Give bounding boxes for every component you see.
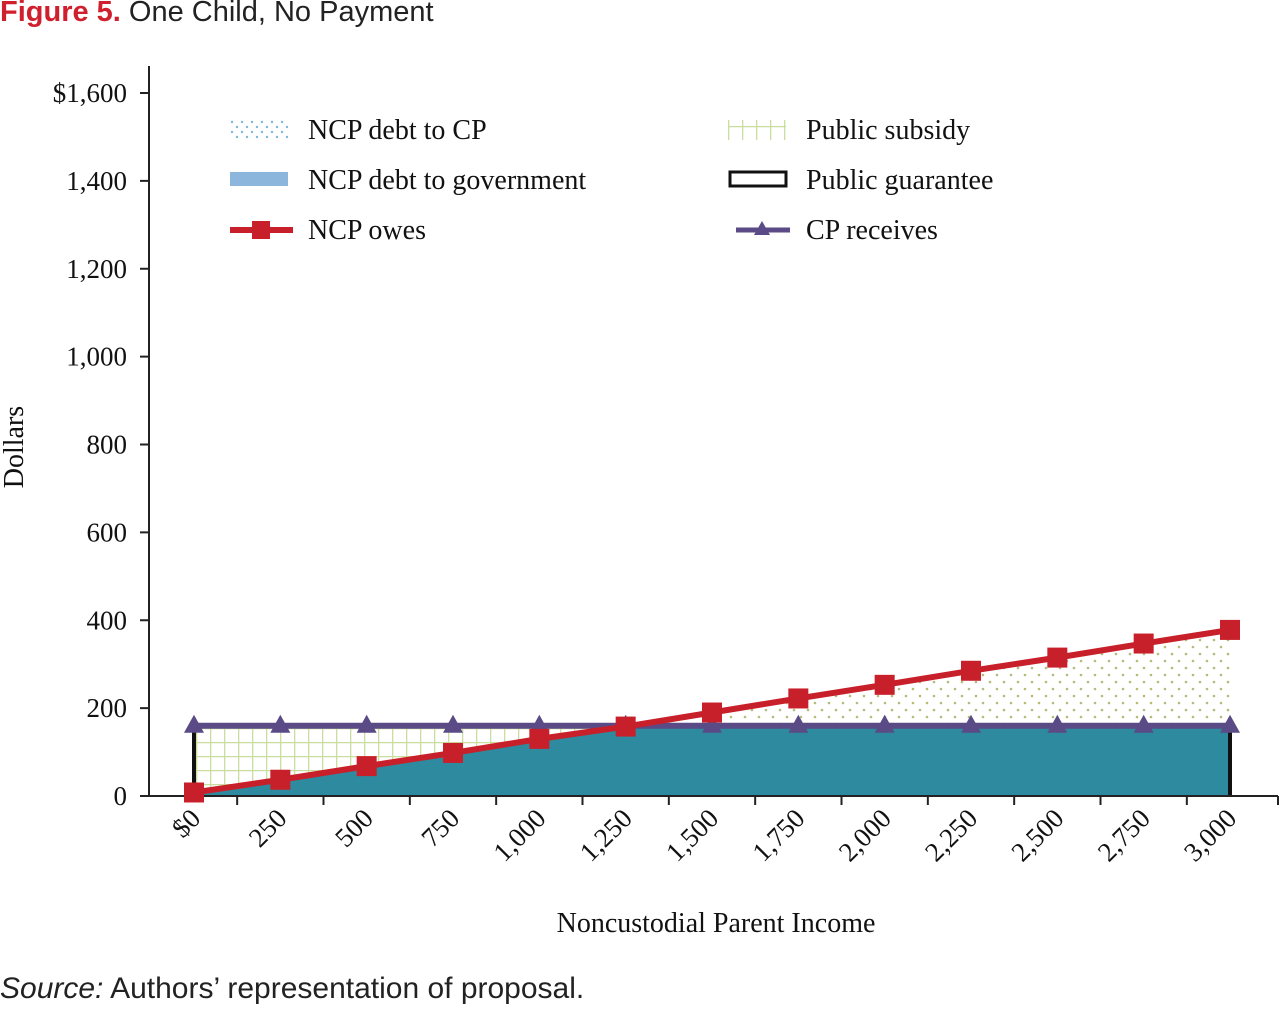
chart-series: [184, 619, 1240, 803]
legend-swatch-grid: [728, 120, 786, 140]
ncp-owes-point: [1133, 633, 1154, 654]
cp-receives-point: [961, 714, 981, 733]
legend-label: NCP owes: [308, 215, 426, 246]
cp-receives-point: [1047, 714, 1068, 733]
cp-receives-point: [702, 714, 722, 733]
x-tick-label: 1,250: [574, 803, 638, 867]
ncp-owes-point: [1220, 619, 1240, 640]
x-tick-label: 2,500: [1005, 803, 1069, 867]
legend-swatch-fill: [230, 172, 288, 186]
x-tick-label: 1,000: [487, 803, 551, 867]
ncp-debt-to-government-area: [194, 725, 1230, 796]
ncp-owes-point: [874, 674, 895, 695]
cp-receives-point: [443, 714, 463, 733]
ncp-owes-point: [1047, 647, 1068, 668]
x-tick-label: 2,250: [919, 803, 983, 867]
cp-receives-point: [529, 714, 550, 733]
y-tick-label: 400: [87, 605, 128, 635]
ncp-owes-point: [184, 782, 204, 803]
legend-swatch-box: [728, 170, 788, 188]
figure-number: Figure 5.: [0, 0, 121, 28]
ncp-owes-point: [356, 756, 377, 777]
legend-entry: Public guarantee: [728, 165, 993, 196]
ncp-owes-point: [529, 728, 550, 749]
legend-entry: NCP debt to CP: [230, 115, 487, 146]
source-text: Authors’ representation of proposal.: [103, 972, 585, 1005]
x-tick-label: 1,500: [660, 803, 724, 867]
x-tick-label: 500: [329, 803, 379, 853]
x-axis-title: Noncustodial Parent Income: [557, 908, 876, 939]
legend-label: Public guarantee: [806, 165, 993, 196]
x-tick-label: 2,750: [1092, 803, 1156, 867]
legend-entry: Public subsidy: [728, 115, 970, 146]
legend-label: NCP debt to CP: [308, 115, 487, 146]
y-tick-label: 600: [87, 517, 128, 547]
source-note: Source: Authors’ representation of propo…: [0, 972, 584, 1006]
ncp-owes-point: [443, 742, 463, 763]
x-tick-label: $0: [166, 803, 206, 843]
x-tick-label: 750: [415, 803, 465, 853]
cp-receives-point: [184, 714, 204, 733]
ncp-owes-point: [788, 688, 809, 709]
legend-entry: NCP debt to government: [230, 165, 586, 196]
y-tick-label: $1,600: [53, 78, 127, 108]
figure-title-text: One Child, No Payment: [128, 0, 434, 28]
legend-label: Public subsidy: [806, 115, 970, 146]
y-tick-label: 200: [87, 693, 128, 723]
legend-swatch-marker: [252, 221, 270, 239]
y-tick-label: 800: [87, 430, 128, 460]
x-tick-label: 1,750: [746, 803, 810, 867]
figure-title: Figure 5. One Child, No Payment: [0, 0, 434, 29]
legend-swatch-marker: [754, 221, 770, 235]
x-tick-label: 2,000: [833, 803, 897, 867]
legend-entry: NCP owes: [230, 215, 426, 246]
chart-legend: NCP debt to CP Public subsidy NCP debt to …: [230, 115, 993, 246]
cp-receives-point: [788, 714, 809, 733]
ncp-owes-point: [615, 716, 636, 737]
y-tick-label: 1,400: [66, 166, 127, 196]
legend-label: NCP debt to government: [308, 165, 586, 196]
cp-receives-point: [874, 714, 895, 733]
y-axis-title: Dollars: [0, 406, 30, 488]
y-tick-label: 1,200: [66, 254, 127, 284]
cp-receives-point: [356, 714, 377, 733]
ncp-owes-point: [270, 769, 291, 790]
x-tick-label: 3,000: [1178, 803, 1242, 867]
cp-receives-point: [270, 714, 291, 733]
y-tick-label: 0: [114, 781, 128, 811]
source-label: Source:: [0, 972, 104, 1005]
x-tick-label: 250: [243, 803, 293, 853]
cp-receives-point: [1133, 714, 1154, 733]
legend-label: CP receives: [806, 215, 938, 246]
y-tick-label: 1,000: [66, 342, 127, 372]
ncp-owes-point: [702, 702, 722, 723]
cp-receives-point: [1220, 714, 1240, 733]
legend-entry: CP receives: [736, 215, 938, 246]
ncp-owes-point: [961, 660, 981, 681]
legend-swatch-dots: [230, 120, 288, 140]
